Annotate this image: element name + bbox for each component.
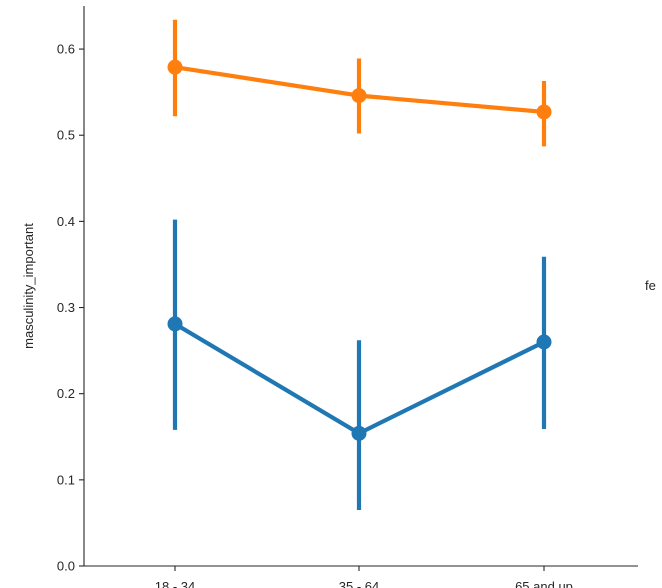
- y-tick-label: 0.6: [57, 42, 75, 57]
- x-ticks: 18 - 34 35 - 64 65 and up: [155, 566, 573, 588]
- y-tick-label: 0.5: [57, 128, 75, 143]
- data-point: [536, 104, 552, 120]
- y-tick-label: 0.2: [57, 386, 75, 401]
- series-0: [167, 19, 552, 147]
- series-layer: [167, 19, 552, 510]
- data-point: [167, 59, 183, 75]
- y-axis-label: masculinity_important: [21, 223, 36, 349]
- series-1: [167, 219, 552, 510]
- y-tick-label: 0.4: [57, 214, 75, 229]
- y-tick-label: 0.1: [57, 472, 75, 487]
- y-ticks: 0.0 0.1 0.2 0.3 0.4 0.5 0.6: [57, 42, 84, 574]
- data-point: [351, 88, 367, 104]
- x-tick-label: 35 - 64: [339, 579, 379, 588]
- x-tick-label: 65 and up: [515, 579, 573, 588]
- data-point: [536, 334, 552, 350]
- data-point: [351, 425, 367, 441]
- legend-title-fragment: fe: [645, 278, 656, 293]
- y-tick-label: 0.0: [57, 559, 75, 574]
- y-tick-label: 0.3: [57, 300, 75, 315]
- x-tick-label: 18 - 34: [155, 579, 195, 588]
- data-point: [167, 316, 183, 332]
- axes: [83, 6, 638, 567]
